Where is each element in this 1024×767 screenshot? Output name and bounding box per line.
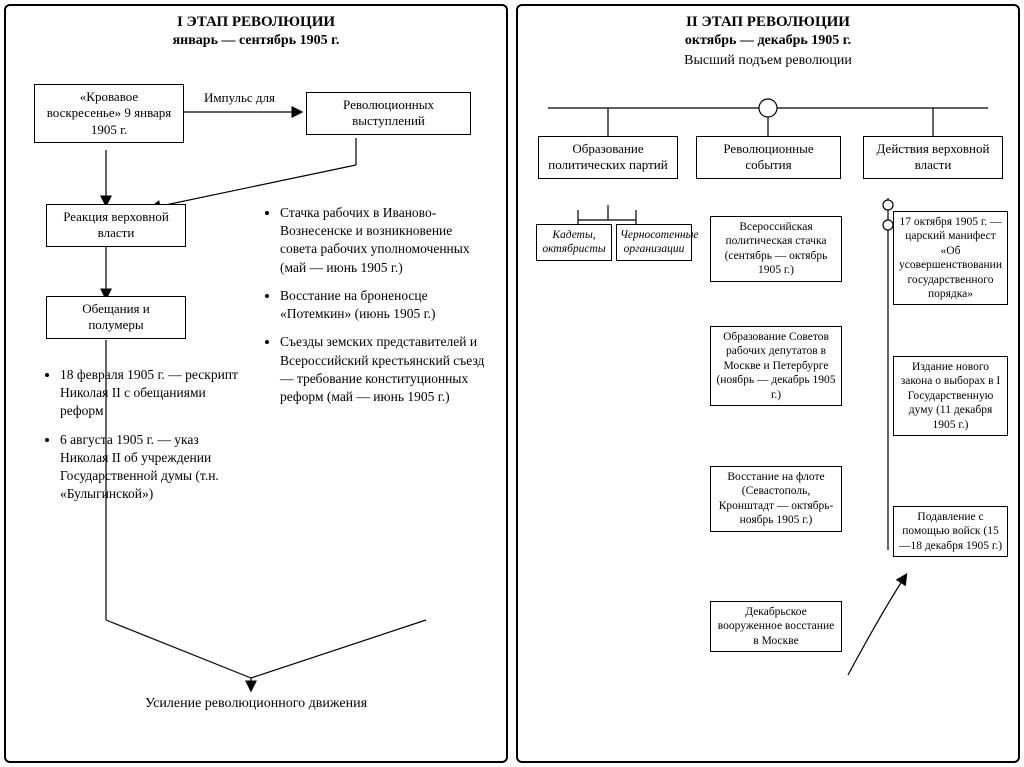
title-text: II ЭТАП РЕВОЛЮЦИИ (524, 14, 1012, 31)
box-event: Всероссийская политическая стачка (сентя… (710, 216, 842, 282)
box-bloody-sunday: «Кровавое воскресенье» 9 января 1905 г. (34, 84, 184, 143)
title-text: I ЭТАП РЕВОЛЮЦИИ (12, 14, 500, 31)
subtitle-text: январь — сентябрь 1905 г. (12, 33, 500, 49)
box-promises: Обещания и полумеры (46, 296, 186, 339)
box-revolutionary: Революционных выступлений (306, 92, 471, 135)
box-event: Восстание на флоте (Севастополь, Кроншта… (710, 466, 842, 532)
panel-stage-1: I ЭТАП РЕВОЛЮЦИИ январь — сентябрь 1905 … (4, 4, 508, 763)
stage1-title: I ЭТАП РЕВОЛЮЦИИ январь — сентябрь 1905 … (12, 14, 500, 49)
bullet-item: Стачка рабочих в Иваново-Вознесенске и в… (280, 204, 491, 277)
panel-stage-2: II ЭТАП РЕВОЛЮЦИИ октябрь — декабрь 1905… (516, 4, 1020, 763)
label-impulse: Импульс для (204, 90, 275, 106)
stage2-title: II ЭТАП РЕВОЛЮЦИИ октябрь — декабрь 1905… (524, 14, 1012, 69)
box-kadety: Кадеты, октябристы (536, 224, 612, 261)
box-action: 17 октября 1905 г. — царский манифест «О… (893, 211, 1008, 305)
box-cherno: Черносотенные организации (616, 224, 692, 261)
box-col2: Революционные события (696, 136, 841, 179)
bottom-text: Усиление революционного движения (6, 696, 506, 712)
box-col3: Действия верховной власти (863, 136, 1003, 179)
bullet-item: 6 августа 1905 г. — указ Николая II об у… (60, 431, 246, 504)
subtitle-text: октябрь — декабрь 1905 г. (524, 33, 1012, 49)
box-reaction: Реакция верховной власти (46, 204, 186, 247)
bullet-item: 18 февраля 1905 г. — рескрипт Николая II… (60, 366, 246, 421)
bullet-item: Восстание на броненосце «Потемкин» (июнь… (280, 287, 491, 323)
bullet-item: Съезды земских представителей и Всеросси… (280, 333, 491, 406)
box-event: Декабрьское вооруженное восстание в Моск… (710, 601, 842, 652)
left-bullets: 18 февраля 1905 г. — рескрипт Николая II… (46, 366, 246, 514)
box-action: Подавление с помощью войск (15—18 декабр… (893, 506, 1008, 557)
box-action: Издание нового закона о выборах в I Госу… (893, 356, 1008, 436)
right-bullets: Стачка рабочих в Иваново-Вознесенске и в… (266, 204, 491, 416)
box-col1: Образование политических партий (538, 136, 678, 179)
peak-text: Высший подъем революции (524, 53, 1012, 69)
box-event: Образование Советов рабочих депутатов в … (710, 326, 842, 406)
